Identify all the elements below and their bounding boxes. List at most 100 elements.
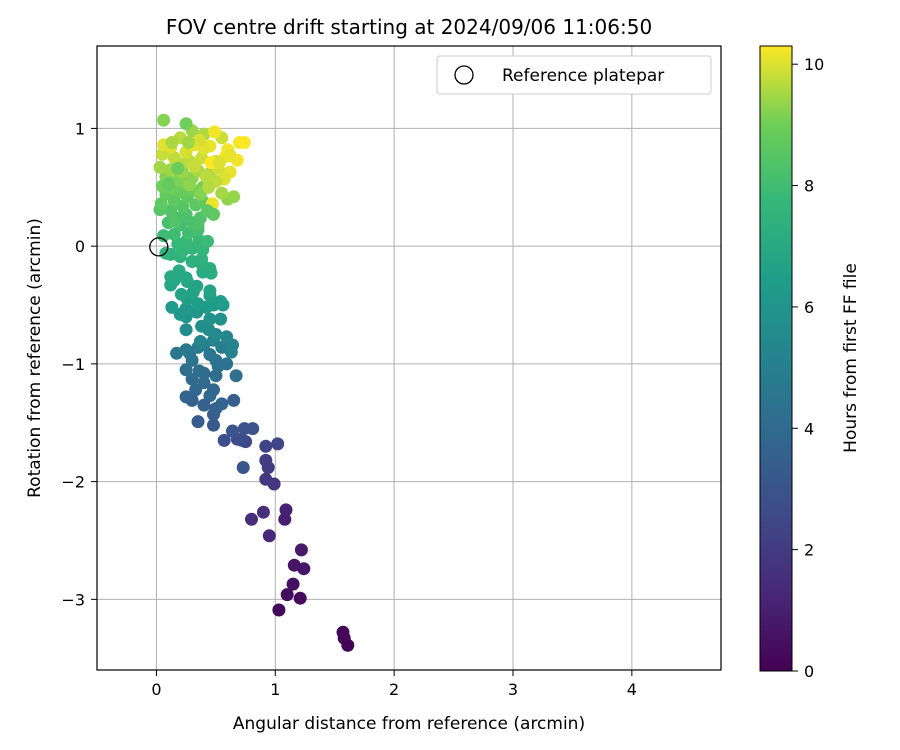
data-point: [183, 178, 197, 192]
y-axis-ticks: −3 −2 −1 0 1: [61, 119, 97, 609]
colorbar-label: Hours from first FF file: [841, 263, 861, 453]
colorbar-tick-label: 2: [804, 541, 814, 560]
data-point: [202, 180, 216, 194]
y-tick-label: 0: [75, 237, 85, 256]
data-point: [223, 149, 237, 162]
legend-marker: [454, 65, 474, 85]
data-point: [256, 505, 270, 519]
data-point: [279, 503, 293, 517]
data-point: [203, 348, 217, 361]
data-point: [217, 433, 231, 447]
data-point: [259, 439, 273, 453]
chart-title: FOV centre drift starting at 2024/09/06 …: [166, 15, 652, 39]
data-point: [179, 390, 193, 404]
colorbar-tick-label: 6: [804, 298, 814, 317]
colorbar-ticks: 0 2 4 6 8 10: [792, 55, 824, 681]
data-point: [192, 364, 206, 378]
data-point: [179, 117, 193, 131]
y-tick-label: 1: [75, 119, 85, 138]
colorbar-tick-label: 8: [804, 177, 814, 196]
data-point: [167, 227, 181, 241]
data-point: [165, 300, 179, 314]
data-point: [201, 204, 214, 218]
legend-box: [436, 55, 712, 95]
data-point: [271, 437, 285, 451]
data-point: [227, 393, 241, 407]
y-tick-label: −3: [61, 590, 85, 609]
data-point: [259, 453, 273, 467]
data-point: [197, 376, 211, 390]
colorbar-tick-label: 10: [804, 55, 824, 74]
data-point: [212, 156, 226, 170]
data-point: [245, 512, 258, 526]
data-point: [179, 323, 193, 337]
data-point: [214, 295, 228, 308]
data-point: [214, 312, 228, 326]
data-point: [237, 136, 251, 149]
data-point: [208, 125, 222, 139]
data-point: [192, 133, 206, 147]
data-point: [294, 543, 308, 557]
data-point: [172, 264, 186, 278]
data-point: [207, 383, 220, 397]
plot-frame: [96, 45, 722, 671]
data-point: [179, 363, 193, 377]
x-tick-label: 1: [270, 680, 280, 699]
x-tick-label: 4: [627, 680, 637, 699]
data-point: [179, 302, 193, 316]
data-point: [171, 161, 185, 175]
y-axis-label: Rotation from reference (arcmin): [25, 218, 45, 498]
data-point: [204, 266, 218, 280]
x-tick-label: 2: [389, 680, 399, 699]
data-point: [236, 461, 250, 474]
data-point: [215, 397, 229, 411]
data-point: [280, 588, 294, 602]
data-point: [286, 577, 300, 591]
data-point: [174, 287, 188, 301]
data-point: [207, 418, 220, 432]
y-tick-label: −2: [61, 473, 85, 492]
colorbar-tick-label: 0: [804, 662, 814, 681]
data-point: [165, 136, 179, 149]
x-axis-ticks: 0 1 2 3 4: [151, 670, 637, 699]
data-point: [297, 562, 311, 576]
x-tick-label: 0: [151, 680, 161, 699]
legend-label: Reference platepar: [502, 66, 664, 86]
data-point: [193, 335, 207, 348]
data-point: [188, 159, 201, 173]
data-point: [191, 415, 205, 429]
data-point: [182, 136, 195, 149]
data-point: [191, 218, 205, 232]
x-tick-label: 3: [508, 680, 518, 699]
data-point: [191, 297, 205, 311]
x-axis-label: Angular distance from reference (arcmin): [233, 714, 585, 734]
scatter-points: [153, 113, 355, 652]
data-point: [272, 603, 286, 617]
reference-platepar-marker: [149, 237, 169, 257]
data-point: [179, 343, 193, 357]
data-point: [246, 422, 260, 436]
data-point: [220, 330, 234, 344]
data-point: [157, 229, 171, 243]
data-point: [161, 177, 175, 191]
data-point: [153, 160, 167, 174]
colorbar-tick-label: 4: [804, 419, 814, 438]
data-point: [336, 625, 350, 639]
data-point: [199, 170, 213, 184]
data-point: [157, 113, 171, 127]
data-point: [203, 284, 217, 298]
colorbar: [759, 45, 793, 672]
data-point: [262, 529, 276, 543]
data-point: [197, 398, 211, 412]
grid: [97, 46, 721, 670]
data-point: [227, 190, 241, 204]
data-point: [167, 151, 181, 165]
data-point: [293, 591, 307, 605]
data-point: [201, 234, 214, 248]
data-point: [168, 214, 182, 228]
data-point: [220, 357, 234, 371]
data-point: [203, 312, 217, 326]
y-tick-label: −1: [61, 355, 85, 374]
legend: Reference platepar: [436, 55, 712, 95]
